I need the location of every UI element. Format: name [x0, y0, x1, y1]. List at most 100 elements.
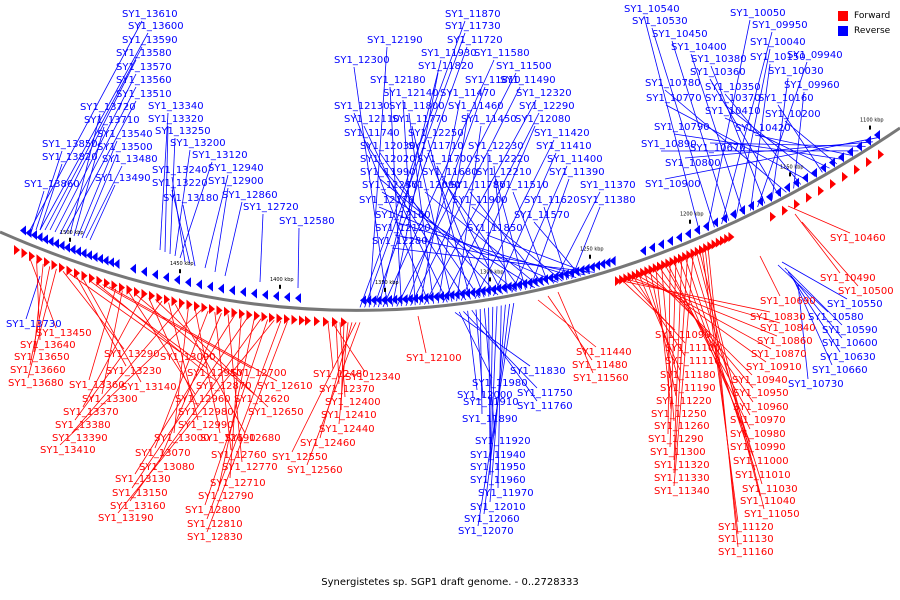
- reverse-gene-label: SY1_10890: [641, 139, 697, 150]
- reverse-gene-arrow: [113, 258, 120, 269]
- reverse-gene-arrow: [658, 239, 664, 250]
- reverse-gene-label: SY1_13540: [97, 129, 153, 140]
- reverse-leader-line: [363, 125, 448, 303]
- forward-gene-label: SY1_12370: [319, 384, 375, 395]
- reverse-leader-line: [164, 125, 169, 253]
- forward-leader-line: [168, 302, 199, 421]
- reverse-leader-line: [381, 191, 536, 289]
- forward-gene-arrow: [720, 235, 726, 246]
- reverse-gene-label: SY1_12180: [370, 75, 426, 86]
- forward-gene-label: SY1_12340: [345, 372, 401, 383]
- reverse-gene-label: SY1_10770: [646, 93, 702, 104]
- reverse-gene-label: SY1_11450: [461, 114, 517, 125]
- reverse-leader-line: [673, 133, 845, 161]
- reverse-gene-arrow: [108, 257, 114, 268]
- reverse-gene-arrow: [58, 240, 65, 251]
- forward-gene-label: SY1_12680: [225, 433, 281, 444]
- reverse-leader-line: [39, 32, 149, 231]
- scale-tick-mark: [689, 219, 691, 224]
- reverse-gene-arrow: [721, 213, 727, 224]
- reverse-leader-line: [379, 165, 499, 296]
- scale-tick-label: 1150 kbp: [780, 164, 804, 170]
- forward-gene-label: SY1_12550: [272, 452, 328, 463]
- reverse-leader-line: [259, 213, 264, 283]
- reverse-leader-line: [359, 20, 466, 308]
- forward-leader-line: [667, 261, 671, 435]
- reverse-gene-label: SY1_13560: [116, 75, 172, 86]
- scale-tick-label: 1500 kbp: [60, 230, 84, 236]
- reverse-gene-arrow: [406, 293, 413, 304]
- reverse-gene-label: SY1_10580: [808, 312, 864, 323]
- forward-leader-line: [194, 308, 221, 434]
- reverse-gene-label: SY1_12240: [362, 180, 418, 191]
- forward-leader-line: [801, 221, 859, 287]
- reverse-leader-line: [368, 46, 388, 308]
- reverse-leader-line: [724, 117, 830, 169]
- reverse-gene-label: SY1_13200: [170, 138, 226, 149]
- forward-gene-label: SY1_12480: [313, 369, 369, 380]
- forward-gene-arrow: [194, 301, 200, 312]
- forward-leader-line: [331, 321, 366, 373]
- reverse-gene-arrow: [295, 293, 301, 304]
- reverse-gene-label: SY1_11920: [475, 436, 531, 447]
- forward-leader-line: [629, 275, 778, 337]
- reverse-gene-label: SY1_10800: [665, 158, 721, 169]
- forward-leader-line: [291, 322, 357, 453]
- reverse-gene-label: SY1_12320: [516, 88, 572, 99]
- reverse-gene-label: SY1_13850: [42, 139, 98, 150]
- reverse-leader-line: [477, 303, 515, 527]
- forward-gene-arrow: [209, 303, 215, 314]
- reverse-leader-line: [469, 191, 545, 286]
- forward-gene-label: SY1_13190: [98, 513, 154, 524]
- forward-gene-arrow: [644, 266, 651, 277]
- forward-leader-line: [707, 246, 739, 548]
- forward-leader-line: [794, 213, 841, 274]
- reverse-gene-arrow: [542, 274, 548, 285]
- reverse-gene-arrow: [36, 232, 43, 243]
- reverse-gene-arrow: [97, 253, 103, 264]
- reverse-gene-arrow: [588, 262, 595, 273]
- reverse-gene-label: SY1_12120: [375, 223, 431, 234]
- forward-gene-arrow: [164, 294, 170, 305]
- forward-leader-line: [690, 253, 763, 485]
- reverse-leader-line: [479, 308, 483, 415]
- reverse-gene-label: SY1_09960: [784, 80, 840, 91]
- forward-gene-arrow: [134, 286, 140, 297]
- reverse-gene-label: SY1_11380: [580, 195, 636, 206]
- reverse-gene-label: SY1_11720: [447, 35, 503, 46]
- reverse-gene-arrow: [47, 236, 54, 247]
- reverse-gene-label: SY1_12940: [208, 163, 264, 174]
- reverse-gene-label: SY1_11760: [517, 401, 573, 412]
- reverse-gene-arrow: [25, 227, 32, 238]
- reverse-gene-label: SY1_11570: [514, 210, 570, 221]
- reverse-gene-arrow: [31, 230, 37, 241]
- reverse-gene-arrow: [174, 274, 180, 285]
- reverse-gene-label: SY1_11950: [470, 462, 526, 473]
- reverse-gene-arrow: [141, 266, 147, 277]
- forward-gene-label: SY1_12620: [234, 394, 290, 405]
- reverse-leader-line: [69, 113, 101, 235]
- reverse-leader-line: [460, 125, 536, 301]
- reverse-gene-label: SY1_12580: [279, 216, 335, 227]
- reverse-gene-label: SY1_13820: [42, 152, 98, 163]
- forward-gene-label: SY1_13160: [110, 501, 166, 512]
- scale-tick-label: 1300 kbp: [480, 269, 504, 275]
- reverse-leader-line: [664, 89, 787, 193]
- forward-leader-line: [74, 300, 163, 421]
- reverse-leader-line: [49, 59, 137, 231]
- reverse-gene-arrow: [802, 172, 808, 183]
- reverse-gene-label: SY1_11990: [360, 167, 416, 178]
- reverse-leader-line: [408, 112, 434, 304]
- reverse-gene-label: SY1_11890: [462, 414, 518, 425]
- reverse-leader-line: [182, 204, 196, 267]
- forward-gene-label: SY1_12830: [187, 532, 243, 543]
- reverse-gene-label: SY1_12140: [383, 88, 439, 99]
- reverse-gene-arrow: [229, 285, 235, 296]
- forward-gene-label: SY1_13230: [106, 366, 162, 377]
- reverse-leader-line: [781, 261, 848, 300]
- reverse-leader-line: [179, 161, 213, 259]
- reverse-leader-line: [512, 191, 549, 285]
- reverse-gene-arrow: [185, 277, 191, 288]
- reverse-gene-arrow: [401, 294, 408, 305]
- forward-gene-arrow: [141, 288, 148, 299]
